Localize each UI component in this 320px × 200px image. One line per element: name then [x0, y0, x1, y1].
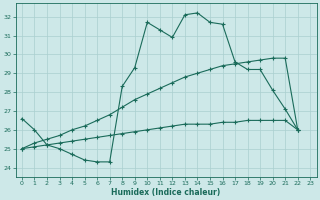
- X-axis label: Humidex (Indice chaleur): Humidex (Indice chaleur): [111, 188, 221, 197]
